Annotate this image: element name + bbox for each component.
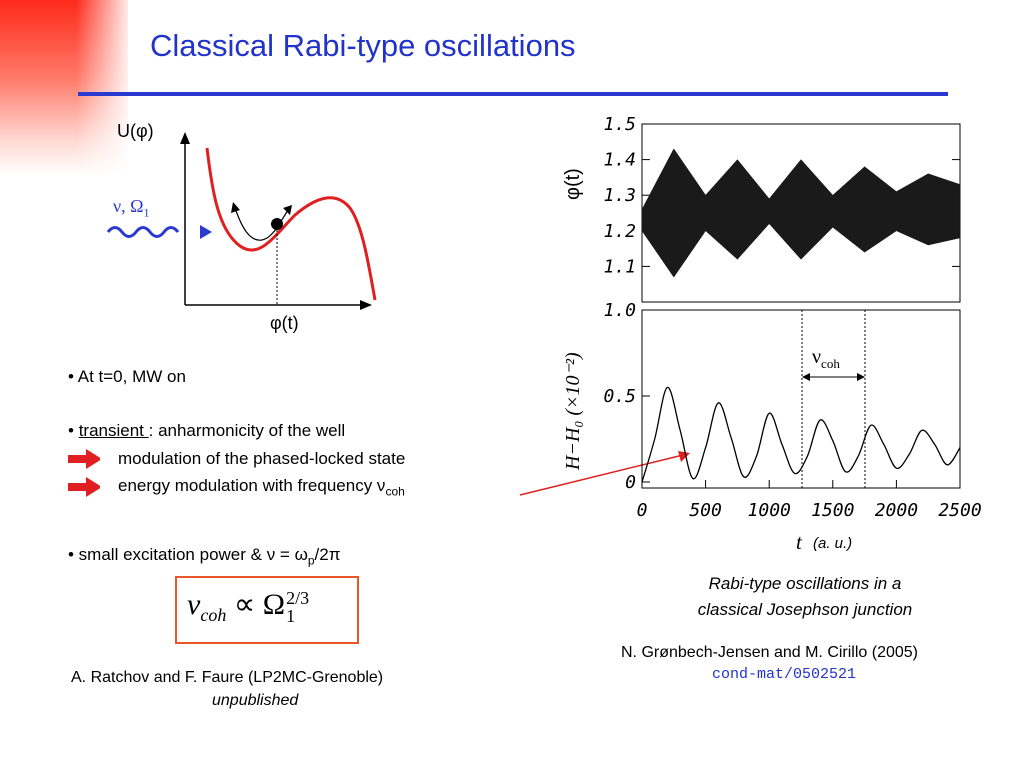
microwave-wave bbox=[106, 226, 180, 238]
formula-nu: ν bbox=[187, 588, 201, 621]
energy-ytick-label: 1.0 bbox=[603, 302, 636, 321]
credit-left-authors: A. Ratchov and F. Faure (LP2MC-Grenoble) bbox=[71, 669, 384, 686]
energy-chart-frame bbox=[641, 309, 961, 489]
oscillation-arrow-right bbox=[283, 205, 292, 215]
oscillation-arrow-left bbox=[231, 202, 240, 213]
u-axis-label: U(φ) bbox=[117, 121, 154, 141]
phase-particle bbox=[271, 218, 283, 230]
red-arrow-icon bbox=[68, 449, 100, 469]
formula-omega-sub: 1 bbox=[286, 606, 296, 627]
phi-axis-arrow bbox=[360, 300, 372, 310]
energy-xtick-label: 1000 bbox=[748, 500, 791, 521]
figure-caption-line2: classical Josephson junction bbox=[697, 600, 913, 619]
slide-title: Classical Rabi-type oscillations bbox=[150, 28, 576, 63]
bullet-transient-prefix: • bbox=[68, 421, 79, 440]
energy-chart-ylabel: H−H₀ (×10⁻²) bbox=[562, 352, 584, 470]
sub-bullet-energy: energy modulation with frequency νcoh bbox=[118, 476, 405, 498]
energy-chart-xlabel: t bbox=[796, 530, 802, 554]
energy-xtick-label: 1500 bbox=[811, 500, 854, 521]
energy-xtick-label: 2500 bbox=[938, 500, 981, 521]
sub-bullet-modulation: modulation of the phased-locked state bbox=[118, 449, 406, 468]
period-arrow-left bbox=[802, 373, 810, 381]
title-underline bbox=[78, 92, 948, 96]
credit-left-status: unpublished bbox=[212, 692, 299, 709]
potential-well-diagram bbox=[106, 132, 377, 310]
energy-ytick-label: 0 bbox=[625, 472, 636, 493]
nu-coh-text: ν bbox=[812, 346, 822, 368]
drive-label-text: ν, Ω bbox=[113, 196, 144, 216]
corner-decoration bbox=[0, 0, 128, 175]
nu-coh-annotation: νcoh bbox=[812, 346, 840, 372]
arxiv-link[interactable]: cond-mat/0502521 bbox=[712, 666, 857, 683]
bullet-small-power-sub: p bbox=[307, 553, 315, 568]
phase-ytick-label: 1.2 bbox=[603, 221, 636, 242]
sub-bullet-energy-sub: coh bbox=[385, 484, 405, 499]
phase-ytick-label: 1.5 bbox=[603, 114, 636, 135]
phase-ytick-label: 1.3 bbox=[603, 185, 636, 206]
bullet-small-power: • small excitation power & ν = ωp/2π bbox=[68, 545, 340, 567]
sub-bullet-energy-text: energy modulation with frequency ν bbox=[118, 476, 386, 495]
u-axis-arrow bbox=[180, 132, 190, 144]
formula-exponent: 2/3 bbox=[286, 588, 310, 609]
figure-caption-line1: Rabi-type oscillations in a bbox=[708, 574, 902, 593]
credit-right-authors: N. Grønbech-Jensen and M. Cirillo (2005) bbox=[621, 644, 919, 661]
phase-chart-ylabel: φ(t) bbox=[562, 168, 585, 200]
energy-xtick-label: 0 bbox=[637, 500, 648, 521]
formula-box bbox=[175, 576, 359, 644]
energy-series-line bbox=[641, 386, 961, 483]
phase-chart: 1.5 1.4 1.3 1.2 1.1 bbox=[603, 114, 961, 303]
period-arrow-right bbox=[857, 373, 865, 381]
drive-label: ν, Ω1 bbox=[113, 196, 150, 221]
energy-xtick-label: 500 bbox=[689, 500, 722, 521]
phase-oscillation-band bbox=[641, 148, 961, 278]
formula-prop: ∝ Ω bbox=[226, 588, 286, 621]
red-arrow-icon bbox=[68, 477, 100, 497]
potential-curve bbox=[205, 147, 377, 301]
bullet-mw-on: • At t=0, MW on bbox=[68, 367, 186, 386]
bullet-transient-rest: : anharmonicity of the well bbox=[148, 421, 346, 440]
phase-ytick-label: 1.4 bbox=[603, 150, 636, 171]
formula-nu-sub: coh bbox=[200, 605, 227, 625]
bullet-small-power-suffix: /2π bbox=[314, 545, 341, 564]
nu-coh-sub: coh bbox=[821, 356, 840, 371]
scaling-formula: νcoh ∝ Ω 2/3 1 bbox=[187, 587, 309, 626]
phase-chart-ylabel-text: φ(t) bbox=[562, 168, 584, 200]
bullet-small-power-text: • small excitation power & ν = ω bbox=[68, 545, 308, 564]
phase-ytick-label: 1.1 bbox=[603, 256, 636, 277]
connector-arrow bbox=[519, 451, 690, 496]
energy-chart-xunit: (a. u.) bbox=[813, 535, 853, 552]
drive-label-sub: 1 bbox=[143, 205, 150, 220]
energy-xtick-label: 2000 bbox=[875, 500, 918, 521]
energy-chart: 1.0 0.5 00 500 1000 1500 2000 2500 bbox=[603, 302, 981, 521]
bullet-transient-underlined: transient bbox=[78, 421, 149, 440]
phi-axis-label: φ(t) bbox=[270, 313, 299, 333]
microwave-arrow bbox=[200, 225, 212, 239]
bullet-transient: • transient : anharmonicity of the well bbox=[68, 421, 345, 441]
energy-ytick-label: 0.5 bbox=[603, 386, 636, 407]
